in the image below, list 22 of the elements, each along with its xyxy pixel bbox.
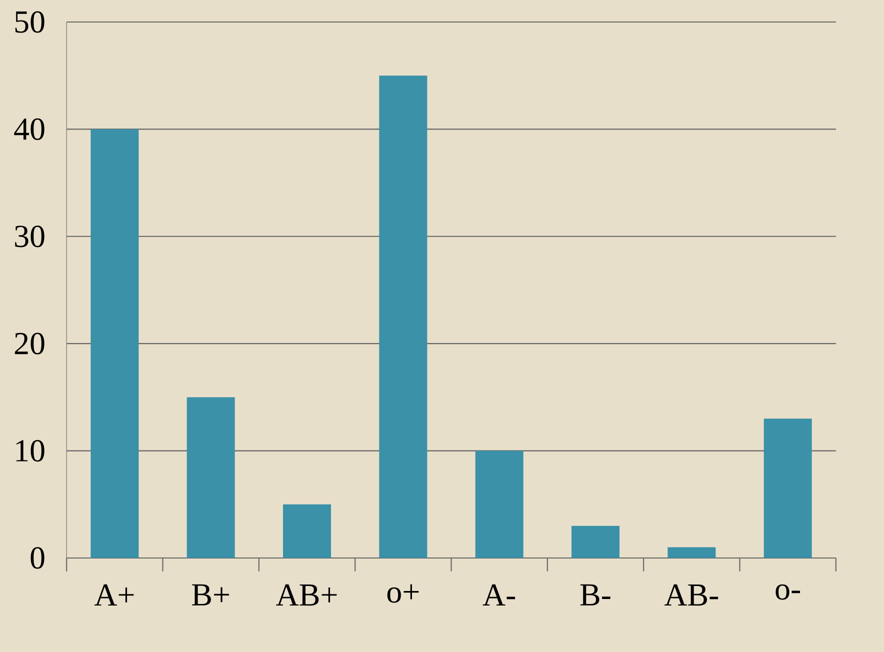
y-tick-label: 10 (16, 440, 44, 462)
y-tick-label: 40 (14, 118, 44, 140)
y-tick-label: 50 (15, 11, 44, 33)
bar (475, 450, 524, 558)
x-tick-label: AB- (664, 584, 718, 606)
bar (283, 504, 332, 558)
bar (90, 129, 139, 558)
x-tick-label: B- (580, 584, 610, 606)
bar (186, 397, 235, 558)
x-tick-label: A- (482, 584, 516, 606)
bar (668, 547, 716, 558)
y-tick-label: 0 (30, 547, 44, 569)
x-tick-label: A+ (94, 584, 134, 606)
x-tick-label: AB+ (276, 584, 337, 606)
bar (379, 76, 428, 558)
bar (764, 418, 812, 558)
x-tick-label: o+ (387, 584, 419, 603)
y-tick-label: 30 (15, 226, 44, 248)
bar (572, 526, 620, 558)
x-tick-label: o- (776, 584, 800, 600)
x-tick-label: B+ (192, 584, 229, 606)
y-tick-label: 20 (14, 332, 44, 354)
